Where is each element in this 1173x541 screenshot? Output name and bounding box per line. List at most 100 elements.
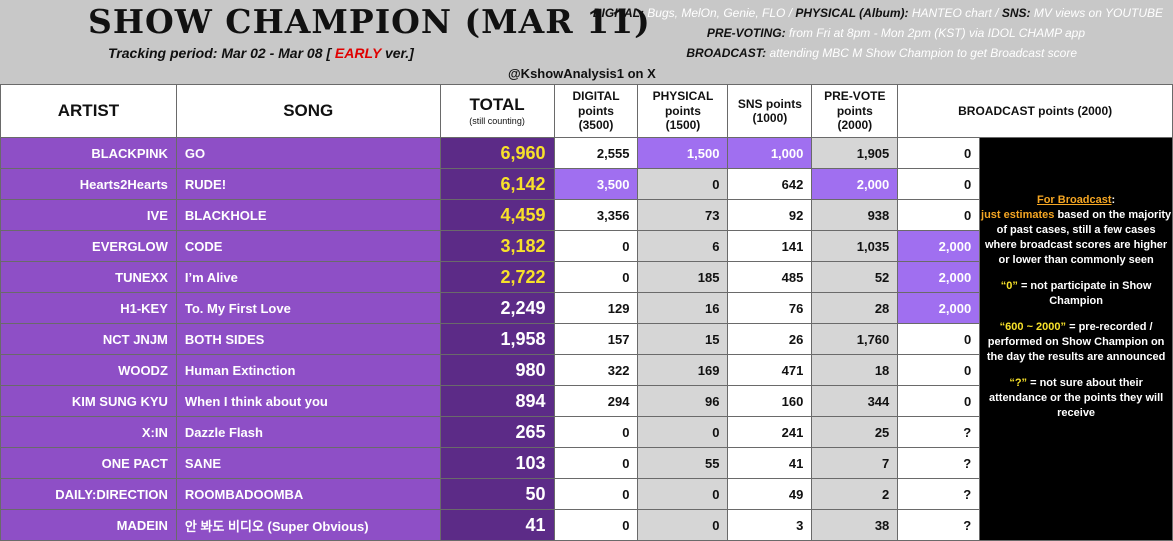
total-cell: 980 [439, 354, 555, 386]
table-row: EVERGLOW CODE 3,182 0 6 141 1,035 2,000 [0, 230, 1173, 262]
total-cell: 4,459 [439, 199, 555, 231]
broadcast-cell: 0 [897, 137, 981, 169]
info-line-2: PRE-VOTING: from Fri at 8pm - Mon 2pm (K… [706, 26, 1085, 40]
table-row: X:IN Dazzle Flash 265 0 0 241 25? [0, 416, 1173, 448]
digital-cell: 157 [553, 323, 639, 355]
broadcast-notes: For Broadcast: just estimates based on th… [979, 137, 1173, 541]
broadcast-cell: 0 [897, 323, 981, 355]
digital-cell: 322 [553, 354, 639, 386]
sns-cell: 471 [727, 354, 813, 386]
broadcast-cell: 0 [897, 385, 981, 417]
digital-cell: 0 [553, 478, 639, 510]
physical-cell: 1,500 [637, 137, 729, 169]
col-broadcast: BROADCAST points (2000) [897, 84, 1173, 138]
artist-cell: MADEIN [0, 509, 177, 541]
broadcast-cell: 0 [897, 354, 981, 386]
artist-cell: DAILY:DIRECTION [0, 478, 177, 510]
prevote-cell: 18 [811, 354, 899, 386]
digital-cell: 3,500 [553, 168, 639, 200]
header-row: ARTIST SONG TOTAL (still counting) DIGITA… [0, 84, 1173, 138]
physical-cell: 55 [637, 447, 729, 479]
physical-cell: 16 [637, 292, 729, 324]
digital-cell: 0 [553, 416, 639, 448]
prevote-cell: 344 [811, 385, 899, 417]
page-title: SHOW CHAMPION (MAR 11) [88, 2, 651, 41]
sns-cell: 1,000 [727, 137, 813, 169]
tracking-period: Tracking period: Mar 02 - Mar 08 [ EARLY… [108, 45, 414, 61]
prevote-cell: 938 [811, 199, 899, 231]
broadcast-cell: ? [897, 416, 981, 448]
broadcast-cell: 2,000 [897, 292, 981, 324]
song-cell: CODE [175, 230, 441, 262]
artist-cell: IVE [0, 199, 177, 231]
notes-heading: For Broadcast [1036, 194, 1112, 206]
artist-cell: WOODZ [0, 354, 177, 386]
broadcast-cell: ? [897, 509, 981, 541]
artist-cell: TUNEXX [0, 261, 177, 293]
song-cell: BLACKHOLE [175, 199, 441, 231]
digital-cell: 2,555 [553, 137, 639, 169]
prevote-cell: 25 [811, 416, 899, 448]
artist-cell: ONE PACT [0, 447, 177, 479]
prevote-cell: 1,035 [811, 230, 899, 262]
song-cell: Human Extinction [175, 354, 441, 386]
artist-cell: X:IN [0, 416, 177, 448]
sns-cell: 49 [727, 478, 813, 510]
physical-cell: 73 [637, 199, 729, 231]
digital-cell: 3,356 [553, 199, 639, 231]
artist-cell: Hearts2Hearts [0, 168, 177, 200]
artist-cell: H1-KEY [0, 292, 177, 324]
total-cell: 6,142 [439, 168, 555, 200]
col-artist: ARTIST [0, 84, 177, 138]
total-cell: 41 [439, 509, 555, 541]
sns-cell: 642 [727, 168, 813, 200]
digital-cell: 0 [553, 509, 639, 541]
header-banner: SHOW CHAMPION (MAR 11) Tracking period: … [0, 0, 1173, 84]
info-line-3: BROADCAST: attending MBC M Show Champion… [686, 46, 1077, 60]
sns-cell: 41 [727, 447, 813, 479]
broadcast-cell: 0 [897, 199, 981, 231]
table-row: H1-KEY To. My First Love 2,249 129 16 76 28 2,0… [0, 292, 1173, 324]
broadcast-cell: 0 [897, 168, 981, 200]
song-cell: BOTH SIDES [175, 323, 441, 355]
table-row: Hearts2Hearts RUDE! 6,142 3,500 0 642 2,000 0 [0, 168, 1173, 200]
physical-cell: 0 [637, 478, 729, 510]
sns-cell: 3 [727, 509, 813, 541]
table-row: IVE BLACKHOLE 4,459 3,356 73 92 938 0 [0, 199, 1173, 231]
table-row: NCT JNJM BOTH SIDES 1,958 157 15 26 1,760 0 [0, 323, 1173, 355]
total-cell: 3,182 [439, 230, 555, 262]
digital-cell: 294 [553, 385, 639, 417]
broadcast-cell: 2,000 [897, 261, 981, 293]
song-cell: 안 봐도 비디오 (Super Obvious) [175, 509, 441, 541]
song-cell: RUDE! [175, 168, 441, 200]
prevote-cell: 28 [811, 292, 899, 324]
total-cell: 50 [439, 478, 555, 510]
prevote-cell: 52 [811, 261, 899, 293]
digital-cell: 129 [553, 292, 639, 324]
prevote-cell: 7 [811, 447, 899, 479]
artist-cell: NCT JNJM [0, 323, 177, 355]
sns-cell: 92 [727, 199, 813, 231]
prevote-cell: 38 [811, 509, 899, 541]
table-row: KIM SUNG KYU When I think about you 894 294… [0, 385, 1173, 417]
physical-cell: 0 [637, 509, 729, 541]
sns-cell: 485 [727, 261, 813, 293]
prevote-cell: 1,760 [811, 323, 899, 355]
broadcast-cell: ? [897, 447, 981, 479]
sns-cell: 76 [727, 292, 813, 324]
digital-cell: 0 [553, 230, 639, 262]
total-cell: 2,249 [439, 292, 555, 324]
broadcast-cell: ? [897, 478, 981, 510]
total-cell: 103 [439, 447, 555, 479]
table-row: BLACKPINK GO 6,960 2,555 1,500 1,000 1,905 0 For… [0, 137, 1173, 541]
total-cell: 894 [439, 385, 555, 417]
info-line-1: DIGITAL: Bugs, MelOn, Genie, FLO / PHYSI… [592, 6, 1163, 20]
song-cell: Dazzle Flash [175, 416, 441, 448]
prevote-cell: 2,000 [811, 168, 899, 200]
physical-cell: 169 [637, 354, 729, 386]
chart-table: ARTIST SONG TOTAL (still counting) DIGITA… [0, 84, 1173, 541]
col-digital: DIGITAL points (3500) [553, 84, 639, 138]
total-cell: 6,960 [439, 137, 555, 169]
col-physical: PHYSICAL points (1500) [637, 84, 729, 138]
song-cell: ROOMBADOOMBA [175, 478, 441, 510]
